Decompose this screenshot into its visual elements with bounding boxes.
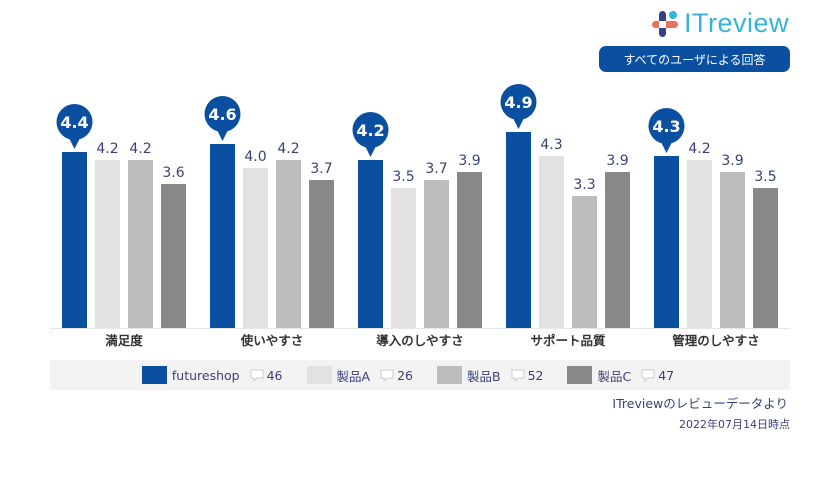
value-label: 4.0 (244, 149, 266, 165)
legend-swatch (436, 366, 462, 384)
review-count: 26 (397, 367, 413, 383)
date-note: 2022年07月14日時点 (679, 418, 790, 431)
comment-icon (380, 369, 394, 382)
value-label: 3.6 (162, 165, 184, 181)
category-label: 満足度 (105, 333, 143, 348)
value-label: 4.2 (688, 141, 710, 157)
bar-product-B (424, 180, 449, 328)
value-label: 4.3 (540, 137, 562, 153)
category-label: 管理のしやすさ (672, 333, 759, 348)
bar-product-A (95, 160, 120, 328)
bar-product-A (539, 156, 564, 328)
legend-label: 製品A (336, 368, 371, 384)
bar-futureshop (358, 160, 383, 328)
value-label: 4.2 (129, 141, 151, 157)
comment-icon (511, 369, 525, 382)
value-bubble (352, 112, 389, 148)
bar-product-A (687, 160, 712, 328)
bar-product-A (243, 168, 268, 328)
bar-product-B (128, 160, 153, 328)
category-label: 導入のしやすさ (376, 333, 463, 348)
value-label: 4.4 (60, 113, 88, 132)
bar-futureshop (62, 152, 87, 328)
legend-swatch (567, 366, 593, 384)
value-label: 3.9 (606, 153, 628, 169)
bar-product-A (391, 188, 416, 328)
bar-futureshop (506, 132, 531, 328)
legend-item: 製品B 52 (436, 366, 557, 385)
legend-swatch (306, 366, 332, 384)
bar-product-C (309, 180, 334, 328)
bar-product-B (720, 172, 745, 328)
value-label: 3.3 (573, 177, 595, 193)
legend: futureshop 46 製品A 26 製品B 52 製品C 47 (50, 360, 790, 390)
value-label: 4.9 (504, 93, 532, 112)
legend-item: 製品C 47 (567, 366, 688, 385)
logo-text: ITreview (684, 8, 790, 38)
value-bubble-pointer (364, 145, 377, 157)
bar-product-B (276, 160, 301, 328)
legend-swatch (141, 366, 167, 384)
review-count: 52 (527, 367, 544, 383)
legend-item: 製品A 26 (306, 366, 427, 385)
value-bubble (648, 108, 685, 144)
bar-futureshop (210, 144, 235, 328)
value-label: 3.5 (754, 169, 776, 185)
category-label: 使いやすさ (240, 333, 304, 348)
itreview-logo: ITreview (650, 8, 789, 39)
review-count: 46 (266, 367, 283, 383)
source-note: ITreviewのレビューデータより (612, 396, 788, 411)
bar-product-C (457, 172, 482, 328)
value-bubble (56, 104, 93, 140)
comment-icon (250, 369, 264, 382)
category-label: サポート品質 (530, 333, 606, 348)
legend-label: 製品B (466, 368, 501, 384)
bar-product-C (605, 172, 630, 328)
all-users-badge[interactable]: すべてのユーザによる回答 (599, 46, 790, 72)
bar-product-B (572, 196, 597, 328)
bar-chart: 満足度 4.4 4.2 4.2 3.6 使いやすさ 4.6 4.0 4.2 3.7 導入のしやすさ 4… (50, 84, 790, 348)
value-label: 3.5 (392, 169, 414, 185)
legend-label: 製品C (597, 368, 632, 384)
bar-futureshop (654, 156, 679, 328)
legend-label: futureshop (171, 367, 240, 383)
value-label: 4.6 (208, 105, 236, 124)
logo-cross-icon (652, 10, 678, 37)
value-label: 3.7 (425, 161, 447, 177)
value-bubble (500, 84, 537, 120)
value-label: 4.3 (652, 117, 680, 136)
value-label: 4.2 (96, 141, 118, 157)
value-label: 4.2 (277, 141, 299, 157)
comment-icon (641, 369, 655, 382)
review-count: 47 (658, 367, 675, 383)
value-bubble (204, 96, 241, 132)
value-bubble-pointer (68, 137, 81, 149)
value-bubble-pointer (512, 117, 525, 129)
value-label: 3.7 (310, 161, 332, 177)
bar-product-C (753, 188, 778, 328)
value-label: 3.9 (721, 153, 743, 169)
legend-item: futureshop 46 (141, 366, 297, 384)
value-label: 4.2 (356, 121, 384, 140)
value-bubble-pointer (216, 129, 229, 141)
value-label: 3.9 (458, 153, 480, 169)
bar-product-C (161, 184, 186, 328)
value-bubble-pointer (660, 141, 673, 153)
